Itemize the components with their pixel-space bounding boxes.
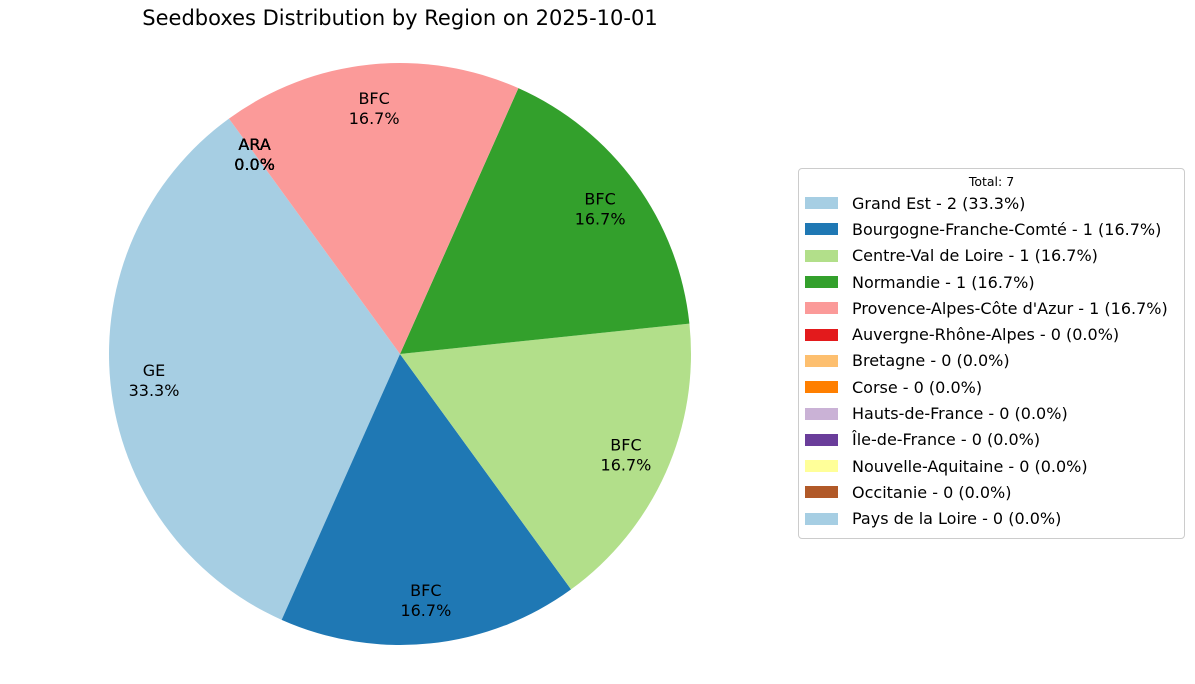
legend-swatch bbox=[805, 460, 838, 473]
legend-swatch bbox=[805, 197, 838, 210]
legend-item: Bourgogne-Franche-Comté - 1 (16.7%) bbox=[799, 216, 1184, 242]
legend-item: Grand Est - 2 (33.3%) bbox=[799, 190, 1184, 216]
chart-title: Seedboxes Distribution by Region on 2025… bbox=[142, 6, 658, 30]
slice-label: BFC 16.7% bbox=[349, 89, 400, 128]
pie-slice bbox=[281, 354, 572, 645]
slice-label: ARA 0.0% bbox=[234, 134, 275, 173]
legend-item: Centre-Val de Loire - 1 (16.7%) bbox=[799, 243, 1184, 269]
legend-label: Nouvelle-Aquitaine - 0 (0.0%) bbox=[852, 456, 1088, 476]
legend-label: Centre-Val de Loire - 1 (16.7%) bbox=[852, 246, 1098, 266]
legend-label: Grand Est - 2 (33.3%) bbox=[852, 193, 1026, 213]
legend-swatch bbox=[805, 276, 838, 289]
legend-label: Pays de la Loire - 0 (0.0%) bbox=[852, 509, 1062, 529]
legend-item: Bretagne - 0 (0.0%) bbox=[799, 348, 1184, 374]
legend-label: Occitanie - 0 (0.0%) bbox=[852, 482, 1012, 502]
legend-swatch bbox=[805, 381, 838, 394]
legend-item: Occitanie - 0 (0.0%) bbox=[799, 479, 1184, 505]
legend-label: Île-de-France - 0 (0.0%) bbox=[852, 430, 1041, 450]
legend-title: Total: 7 bbox=[968, 174, 1015, 189]
slice-label: ARA 0.0% bbox=[234, 134, 275, 173]
legend-item: Auvergne-Rhône-Alpes - 0 (0.0%) bbox=[799, 321, 1184, 347]
slice-label: BFC 16.7% bbox=[400, 580, 451, 619]
legend-label: Auvergne-Rhône-Alpes - 0 (0.0%) bbox=[852, 325, 1120, 345]
slice-label: ARA 0.0% bbox=[234, 134, 275, 173]
legend-swatch bbox=[805, 223, 838, 236]
slice-label: ARA 0.0% bbox=[234, 134, 275, 173]
pie-slice bbox=[400, 88, 690, 354]
legend-swatch bbox=[805, 328, 838, 341]
legend: Total: 7 Grand Est - 2 (33.3%) Bourgogne-… bbox=[798, 168, 1185, 539]
legend-label: Provence-Alpes-Côte d'Azur - 1 (16.7%) bbox=[852, 298, 1168, 318]
pie-slice bbox=[228, 63, 519, 355]
slice-label: ARA 0.0% bbox=[234, 134, 275, 173]
slice-label: ARA 0.0% bbox=[234, 134, 275, 173]
pie-slice bbox=[400, 323, 692, 590]
legend-item: Île-de-France - 0 (0.0%) bbox=[799, 427, 1184, 453]
legend-swatch bbox=[805, 354, 838, 367]
legend-item: Hauts-de-France - 0 (0.0%) bbox=[799, 400, 1184, 426]
legend-swatch bbox=[805, 407, 838, 420]
slice-label: BFC 16.7% bbox=[601, 435, 652, 474]
legend-swatch bbox=[805, 302, 838, 315]
slice-label: BFC 16.7% bbox=[575, 189, 626, 228]
legend-item: Normandie - 1 (16.7%) bbox=[799, 269, 1184, 295]
legend-swatch bbox=[805, 249, 838, 262]
legend-label: Bretagne - 0 (0.0%) bbox=[852, 351, 1010, 371]
legend-swatch bbox=[805, 486, 838, 499]
slice-label: ARA 0.0% bbox=[234, 134, 275, 173]
legend-swatch bbox=[805, 433, 838, 446]
legend-label: Corse - 0 (0.0%) bbox=[852, 377, 983, 397]
pie-slice bbox=[109, 118, 400, 620]
legend-item: Corse - 0 (0.0%) bbox=[799, 374, 1184, 400]
legend-swatch bbox=[805, 512, 838, 525]
legend-label: Normandie - 1 (16.7%) bbox=[852, 272, 1035, 292]
pie-chart: GE 33.3% BFC 16.7% BFC 16.7% BFC 16.7% BFC 16.7% A… bbox=[109, 63, 692, 645]
legend-item: Nouvelle-Aquitaine - 0 (0.0%) bbox=[799, 453, 1184, 479]
legend-label: Bourgogne-Franche-Comté - 1 (16.7%) bbox=[852, 219, 1162, 239]
slice-label: GE 33.3% bbox=[129, 360, 180, 399]
legend-item: Pays de la Loire - 0 (0.0%) bbox=[799, 506, 1184, 532]
slice-label: ARA 0.0% bbox=[234, 134, 275, 173]
legend-item: Provence-Alpes-Côte d'Azur - 1 (16.7%) bbox=[799, 295, 1184, 321]
legend-label: Hauts-de-France - 0 (0.0%) bbox=[852, 404, 1068, 424]
